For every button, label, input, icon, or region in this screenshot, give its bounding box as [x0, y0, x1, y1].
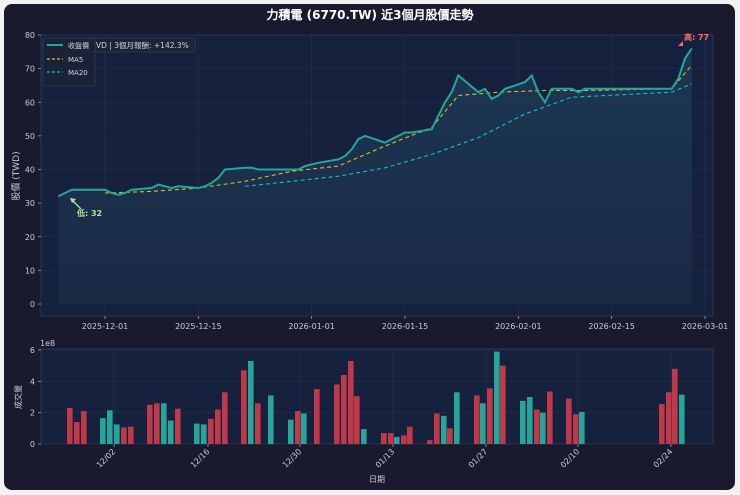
svg-text:低: 32: 低: 32 [76, 208, 102, 218]
volume-plot-area [40, 348, 714, 445]
svg-text:2026-03-01: 2026-03-01 [682, 322, 729, 331]
legend-ma5-label: MA5 [68, 56, 83, 64]
svg-text:10: 10 [25, 266, 35, 275]
svg-text:高: 77: 高: 77 [684, 32, 709, 42]
svg-text:12/30: 12/30 [281, 447, 304, 470]
svg-text:2026-02-01: 2026-02-01 [495, 322, 542, 331]
price-x-axis: 2025-12-01 2025-12-15 2026-01-01 2026-01-15… [82, 316, 729, 331]
volume-y-label: 成交量 [13, 385, 23, 409]
volume-x-label: 日期 [369, 475, 385, 484]
svg-text:40: 40 [25, 166, 35, 175]
volume-x-axis: 12/02 12/16 12/30 01/13 01/27 02/10 02/24 [95, 444, 675, 470]
svg-text:60: 60 [25, 98, 35, 107]
svg-text:0: 0 [30, 300, 35, 309]
price-area-fill [58, 48, 692, 304]
svg-text:50: 50 [25, 132, 35, 141]
svg-text:20: 20 [25, 233, 35, 242]
close-price-line [57, 47, 693, 198]
chart-title: 力積電 (6770.TW) 近3個月股價走勢 [266, 8, 474, 22]
ma5-line [104, 64, 693, 194]
ma20-line [244, 83, 692, 187]
svg-text:01/13: 01/13 [374, 447, 397, 470]
svg-text:02/24: 02/24 [652, 447, 675, 470]
high-annotation: 高: 77 [678, 32, 709, 46]
svg-text:2025-12-15: 2025-12-15 [175, 322, 222, 331]
svg-text:6: 6 [30, 346, 35, 355]
svg-text:12/02: 12/02 [95, 447, 118, 470]
svg-text:4: 4 [30, 377, 35, 386]
svg-text:2026-02-15: 2026-02-15 [588, 322, 635, 331]
svg-text:2026-01-15: 2026-01-15 [382, 322, 429, 331]
svg-text:30: 30 [25, 199, 35, 208]
svg-text:2: 2 [30, 409, 35, 418]
svg-text:02/10: 02/10 [559, 447, 582, 470]
svg-text:12/16: 12/16 [189, 447, 212, 470]
price-y-label: 股價 (TWD) [11, 151, 22, 200]
svg-text:0: 0 [30, 440, 35, 449]
svg-text:70: 70 [25, 65, 35, 74]
svg-text:2025-12-01: 2025-12-01 [82, 322, 129, 331]
price-y-axis: 0 10 20 30 40 50 60 70 80 [25, 31, 41, 309]
volume-y-axis: 0 2 4 6 [30, 346, 41, 449]
legend-ma20-label: MA20 [68, 69, 88, 77]
legend: 收盤價 VD | 3個月報酬: +142.3% MA5 MA20 [42, 37, 196, 87]
volume-scale-label: 1e8 [40, 339, 55, 348]
low-annotation: 低: 32 [70, 198, 102, 218]
volume-grid [41, 349, 713, 445]
legend-overlay-text: VD | 3個月報酬: +142.3% [96, 40, 189, 50]
legend-close-label: 收盤價 [68, 41, 89, 50]
svg-text:2026-01-01: 2026-01-01 [288, 322, 335, 331]
svg-text:01/27: 01/27 [467, 447, 490, 470]
svg-text:80: 80 [25, 31, 35, 40]
volume-bars [67, 351, 685, 444]
